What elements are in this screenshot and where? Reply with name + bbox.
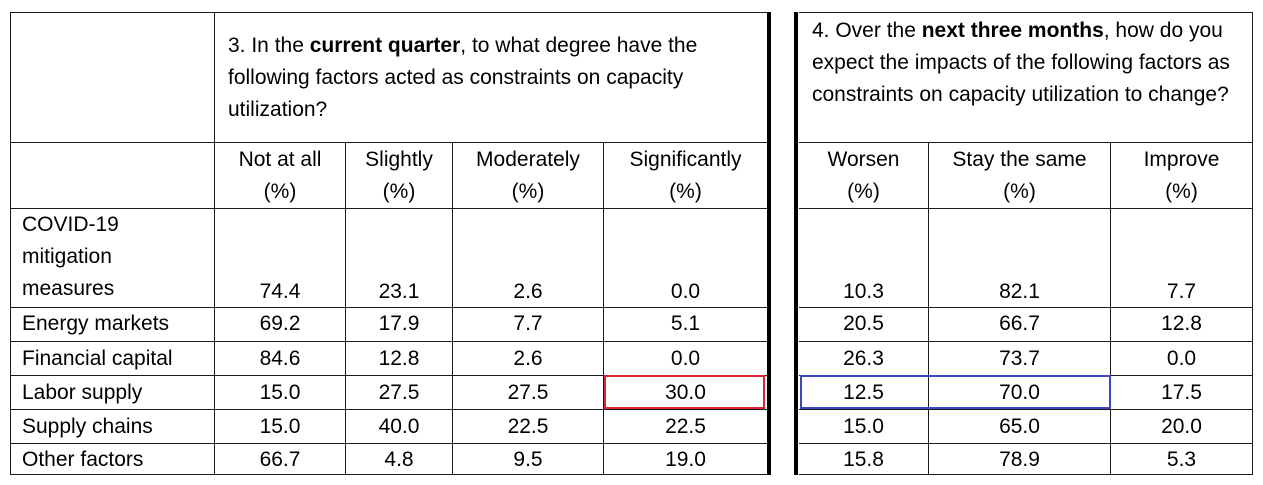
table-cell: 78.9 xyxy=(999,448,1040,471)
column-header-improve: Improve (%) xyxy=(1143,148,1220,203)
table-cell: 12.5 xyxy=(843,381,884,404)
table-cell: 12.8 xyxy=(378,347,420,370)
highlight-box-significantly-labor xyxy=(604,375,765,409)
table-cell: 66.7 xyxy=(999,312,1040,335)
table-cell: 19.0 xyxy=(665,448,706,471)
table-cell: 15.0 xyxy=(843,415,884,438)
row-divider-right xyxy=(799,443,1253,444)
table-cell: 27.5 xyxy=(507,381,549,404)
table-cell: 66.7 xyxy=(259,448,301,471)
row-label-labor: Labor supply xyxy=(22,381,143,404)
column-divider xyxy=(345,142,346,475)
table-cell: 30.0 xyxy=(665,381,706,404)
column-header-significantly: Significantly (%) xyxy=(629,148,742,203)
table-cell: 9.5 xyxy=(513,448,543,471)
question-3-text: 3. In the current quarter, to what degre… xyxy=(228,34,698,121)
highlight-box-worsen-stay-labor xyxy=(800,375,1111,409)
table-top-border-right xyxy=(799,12,1253,13)
column-header-not-at-all: Not at all (%) xyxy=(238,148,322,203)
column-header-stay-the-same: Stay the same (%) xyxy=(952,148,1087,203)
row-divider-right xyxy=(799,409,1253,410)
column-divider xyxy=(1110,142,1111,475)
table-cell: 22.5 xyxy=(665,415,706,438)
table-cell: 26.3 xyxy=(843,347,884,370)
table-cell: 2.6 xyxy=(513,347,543,370)
table-cell: 0.0 xyxy=(670,280,701,303)
table-cell: 82.1 xyxy=(999,280,1040,303)
table-cell: 4.8 xyxy=(384,448,414,471)
table-cell: 65.0 xyxy=(999,415,1040,438)
row-divider xyxy=(10,375,768,376)
table-cell: 27.5 xyxy=(378,381,420,404)
row-label-covid: COVID-19 mitigation measures xyxy=(22,213,119,300)
column-header-slightly: Slightly (%) xyxy=(365,148,433,203)
table-cell: 15.0 xyxy=(259,381,301,404)
column-divider xyxy=(928,142,929,475)
table-cell: 69.2 xyxy=(259,312,301,335)
row-divider-right xyxy=(799,307,1253,308)
table-cell: 40.0 xyxy=(378,415,420,438)
row-divider xyxy=(10,307,768,308)
table-cell: 17.9 xyxy=(378,312,420,335)
table-bottom-border xyxy=(10,474,768,475)
table-cell: 23.1 xyxy=(378,280,420,303)
section-separator xyxy=(767,12,771,475)
table-cell: 20.0 xyxy=(1161,415,1202,438)
row-divider-right xyxy=(799,341,1253,342)
table-cell: 84.6 xyxy=(259,347,301,370)
table-right-border xyxy=(1252,12,1253,475)
row-divider xyxy=(10,443,768,444)
row-label-energy: Energy markets xyxy=(22,312,170,335)
table-cell: 12.8 xyxy=(1161,312,1202,335)
row-label-financial: Financial capital xyxy=(22,347,173,370)
table-bottom-border-right xyxy=(799,474,1253,475)
header-divider-right xyxy=(799,142,1253,143)
table-cell: 73.7 xyxy=(999,347,1040,370)
table-cell: 7.7 xyxy=(513,312,543,335)
table-cell: 15.8 xyxy=(843,448,884,471)
column-divider xyxy=(452,142,453,475)
table-cell: 22.5 xyxy=(507,415,549,438)
label-column-divider xyxy=(214,12,215,475)
table-cell: 15.0 xyxy=(259,415,301,438)
section-separator xyxy=(794,12,798,475)
column-header-divider xyxy=(10,208,768,209)
column-header-worsen: Worsen (%) xyxy=(827,148,900,203)
table-cell: 7.7 xyxy=(1166,280,1197,303)
column-divider xyxy=(603,142,604,475)
column-header-divider-right xyxy=(799,208,1253,209)
table-cell: 2.6 xyxy=(513,280,543,303)
question-4-text: 4. Over the next three months, how do yo… xyxy=(812,19,1230,106)
table-cell: 0.0 xyxy=(1166,347,1197,370)
row-divider xyxy=(10,341,768,342)
table-cell: 70.0 xyxy=(999,381,1040,404)
table-cell: 0.0 xyxy=(670,347,701,370)
header-divider xyxy=(10,142,768,143)
column-header-moderately: Moderately (%) xyxy=(476,148,580,203)
row-label-supply-chains: Supply chains xyxy=(22,415,153,438)
table-cell: 20.5 xyxy=(843,312,884,335)
table-cell: 10.3 xyxy=(843,280,884,303)
table-left-border xyxy=(10,12,11,475)
table-cell: 74.4 xyxy=(259,280,301,303)
table-cell: 17.5 xyxy=(1161,381,1202,404)
table-top-border xyxy=(10,12,768,13)
row-divider xyxy=(10,409,768,410)
table-cell: 5.1 xyxy=(670,312,701,335)
table-cell: 5.3 xyxy=(1166,448,1197,471)
row-label-other: Other factors xyxy=(22,448,144,471)
